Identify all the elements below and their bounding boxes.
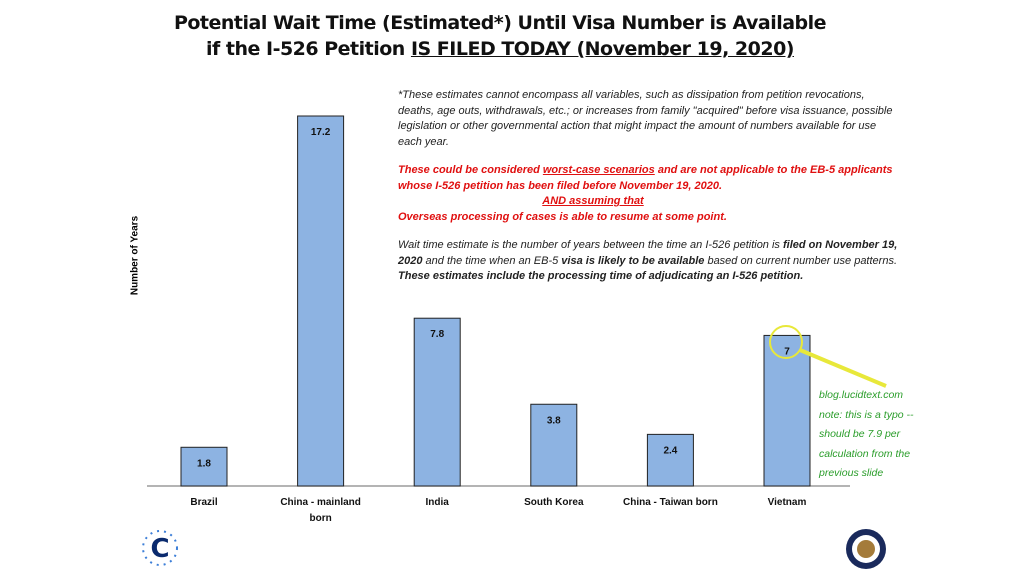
value-label: 17.2 [311, 127, 331, 138]
worst-case-note: These could be considered worst-case sce… [398, 163, 898, 194]
assumption-heading: AND assuming that [542, 195, 644, 207]
annotation-line: should be 7.9 per [819, 428, 901, 440]
x-tick-label: Vietnam [768, 497, 807, 508]
value-label: 7 [784, 346, 790, 357]
highlight-circle [769, 325, 803, 359]
department-seal [846, 529, 886, 569]
bar-south-korea [530, 403, 578, 487]
note-bold: filed on November 19, 2020 [398, 239, 898, 267]
note-bold: visa is likely to be available [561, 254, 705, 267]
disclaimer: *These estimates cannot encompass all va… [398, 89, 893, 148]
annotation-line: blog.lucidtext.com [819, 389, 904, 401]
note-underlined: worst-case scenarios [542, 164, 655, 176]
annotation-line: previous slide [819, 467, 884, 479]
x-tick-label: China - Taiwan born [623, 497, 718, 508]
chart-subtitle: if the I-526 Petition IS FILED TODAY (No… [0, 38, 1000, 60]
definition-note: Wait time estimate is the number of year… [398, 238, 898, 285]
note-text: and the time when an EB-5 [422, 254, 562, 267]
bar-brazil [180, 446, 228, 487]
svg-text:C: C [150, 534, 169, 564]
assumption-text: Overseas processing of cases is able to … [398, 210, 727, 223]
typo-annotation: blog.lucidtext.com note: this is a typo -… [819, 386, 914, 484]
note-text: These could be considered [398, 164, 543, 176]
note-text: and are not applicable to the EB-5 appli… [398, 164, 893, 192]
subtitle-date: IS FILED TODAY (November 19, 2020) [410, 38, 795, 60]
x-tick-label: Brazil [190, 497, 217, 508]
pointer-line [799, 348, 887, 388]
bar-china-taiwan-born [646, 433, 694, 487]
x-tick-label: South Korea [524, 497, 584, 508]
x-tick-label: China - mainland born [280, 497, 361, 524]
value-label: 7.8 [430, 329, 444, 340]
bar-india [413, 317, 461, 487]
note-bold: These estimates include the processing t… [398, 270, 804, 282]
x-tick-label: India [426, 497, 450, 508]
value-label: 2.4 [663, 445, 677, 456]
bar-vietnam [763, 334, 811, 487]
bar-china-mainland-born [297, 115, 345, 487]
chart-title: Potential Wait Time (Estimated*) Until V… [173, 12, 827, 34]
note-text: Wait time estimate is the number of year… [398, 239, 783, 251]
value-label: 3.8 [547, 415, 561, 426]
value-label: 1.8 [197, 458, 211, 469]
annotation-line: note: this is a typo -- [819, 408, 914, 421]
note-text: based on current number use patterns. [704, 254, 898, 267]
logo-c: C [142, 530, 178, 566]
subtitle-prefix: if the I-526 Petition [206, 38, 411, 60]
notes: *These estimates cannot encompass all va… [398, 88, 898, 298]
highlight-annotation [769, 325, 887, 388]
annotation-line: calculation from the [819, 447, 911, 460]
